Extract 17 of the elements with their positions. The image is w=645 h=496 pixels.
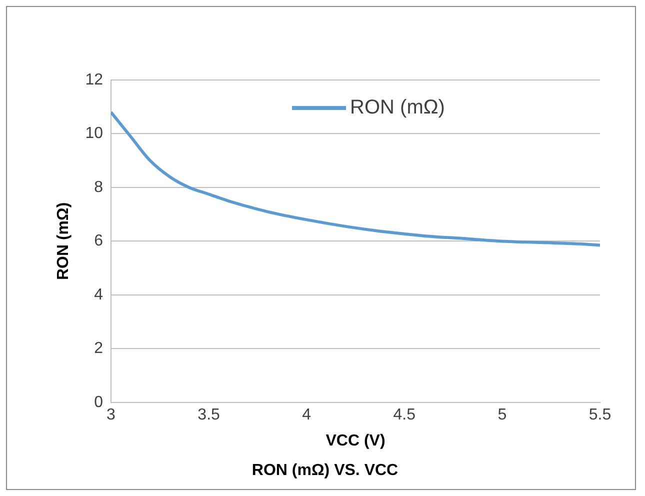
x-tick-label: 4.5 (393, 406, 416, 424)
y-tick-label: 10 (85, 125, 104, 142)
y-tick-label: 0 (94, 394, 104, 411)
text: RON (mΩ) VS. VCC (252, 462, 399, 479)
y-tick-label: 12 (85, 71, 104, 88)
x-tick-label: 5 (498, 406, 507, 424)
x-axis-title: VCC (V) (326, 432, 386, 450)
y-tick-label: 2 (94, 340, 104, 358)
legend-label: RON (mΩ) (350, 96, 445, 119)
x-tick-label: 4 (302, 406, 312, 424)
y-axis-title: RON (mΩ) (55, 202, 72, 280)
x-tick-label: 3.5 (198, 406, 220, 424)
x-tick-label: 5.5 (588, 406, 612, 424)
y-tick-label: 4 (94, 286, 104, 304)
x-tick-label: 3 (106, 406, 116, 424)
y-tick-label: 6 (94, 232, 104, 250)
y-tick-label: 8 (94, 178, 104, 196)
